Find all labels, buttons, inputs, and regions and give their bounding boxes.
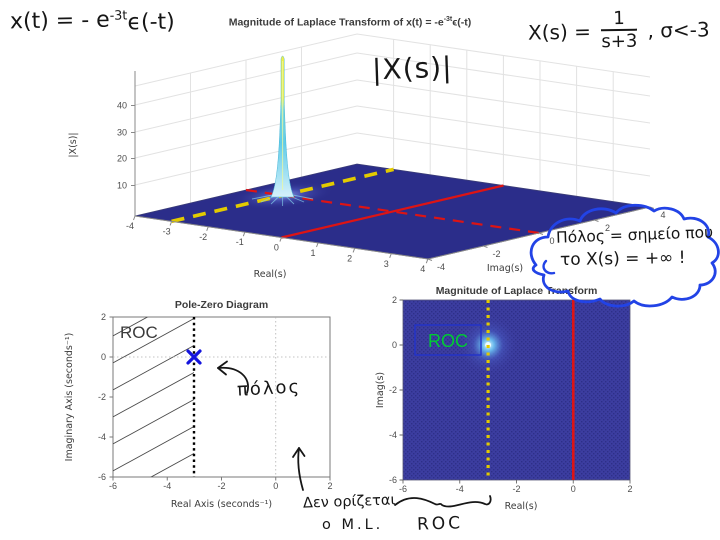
x-tick-label: -3	[163, 226, 171, 236]
pz-y-tick: -2	[98, 392, 106, 402]
surface-title-pre: Magnitude of Laplace Transform of x(t) =…	[228, 16, 444, 29]
xy-axes: -4 -3 -2 -1 0 1 2 3 4 -4 -2 0 2 4 Real(s…	[126, 206, 666, 280]
x-tick-label: 2	[347, 253, 352, 263]
z-tick-label: 10	[117, 181, 127, 191]
undefined-arrow	[292, 447, 306, 491]
hm-x-axis-label: Real(s)	[505, 501, 538, 512]
roc-brace-stroke	[394, 495, 492, 508]
y-tick-label: -4	[437, 262, 445, 272]
pole-spike	[251, 55, 314, 206]
formula-exponent: -3t	[109, 8, 128, 24]
imag-axis-line-3d	[281, 184, 504, 239]
laplace-heatmap-plot: Magnitude of Laplace Transform ROC -6 -4…	[375, 285, 633, 512]
hm-x-tick: -4	[456, 484, 464, 494]
x-tick-label: 3	[384, 259, 389, 269]
z-axis-label: |X(s)|	[68, 132, 79, 157]
roc-box	[414, 324, 482, 356]
pz-x-tick: -4	[163, 481, 171, 491]
surface-plot-title: Magnitude of Laplace Transform of x(t) =…	[175, 16, 525, 29]
hm-y-tick: 0	[392, 340, 397, 350]
roc-brace	[394, 495, 492, 508]
hm-x-tick: 2	[627, 484, 632, 494]
wall-grid	[134, 33, 651, 203]
x-tick-label: 4	[420, 264, 425, 274]
x-tick-label: -4	[126, 221, 134, 231]
pz-y-tick: -6	[98, 472, 106, 482]
surface-plot-3d: 10 20 30 40 |X(s)| -4 -3 -2 -1 0	[68, 33, 666, 280]
handwritten-magnitude-label: |X(s)|	[371, 50, 454, 87]
y-axis-label: Imag(s)	[487, 263, 523, 274]
undefined-note-line2: ο M.L.	[322, 517, 384, 533]
roc-hatching	[113, 317, 194, 477]
y-tick-label: -2	[492, 249, 500, 259]
hm-x-tick: -2	[512, 484, 520, 494]
x-axis-label: Real(s)	[254, 269, 287, 280]
pz-tick-marks	[109, 316, 331, 481]
pz-title: Pole-Zero Diagram	[175, 299, 268, 311]
pz-x-tick: -2	[217, 481, 225, 491]
undefined-note-line1: Δεν ορίζεται	[302, 492, 396, 512]
y-tick-label: 0	[549, 236, 554, 246]
heatmap-tick-marks	[399, 299, 631, 484]
pz-x-axis-label: Real Axis (seconds⁻¹)	[171, 499, 272, 510]
y-tick-label: 4	[660, 210, 665, 220]
pz-y-tick: 2	[101, 312, 106, 322]
pz-x-tick: -6	[109, 481, 117, 491]
hm-x-tick: -6	[399, 484, 407, 494]
cloud-annotation-outline	[529, 203, 720, 308]
surface-title-sup: -3t	[443, 16, 453, 23]
heatmap-title: Magnitude of Laplace Transform	[436, 285, 598, 297]
surface-title-post: ϵ(-t)	[452, 16, 472, 29]
heatmap-roc-label: ROC	[428, 331, 468, 351]
pz-y-axis-label: Imaginary Axis (seconds⁻¹)	[64, 333, 75, 462]
x-tick-label: -2	[199, 232, 207, 242]
pole-marker-x	[186, 349, 202, 365]
pole-zero-plot: Pole-Zero Diagram ROC -6 -4 -2 0 2 2 0 -…	[64, 299, 333, 510]
hm-x-tick: 0	[571, 484, 576, 494]
pz-x-tick: 2	[327, 481, 332, 491]
pz-y-tick: -4	[98, 432, 106, 442]
hm-y-axis-label: Imag(s)	[375, 372, 386, 408]
undefined-arrow-shaft	[297, 447, 304, 491]
hm-y-tick: 2	[392, 295, 397, 305]
z-tick-label: 20	[117, 154, 127, 164]
hm-y-tick: -2	[389, 385, 397, 395]
pole-arrow-head	[217, 360, 228, 376]
undefined-arrow-head	[292, 447, 306, 458]
x-tick-label: 1	[310, 248, 315, 258]
hm-y-tick: -4	[389, 430, 397, 440]
pz-y-tick: 0	[101, 352, 106, 362]
cloud-curl	[542, 259, 556, 275]
y-tick-label: 2	[605, 223, 610, 233]
cloud-stroke	[529, 203, 720, 308]
pole-arrow	[217, 360, 249, 394]
z-tick-label: 30	[117, 128, 127, 138]
x-tick-label: -1	[236, 237, 244, 247]
hm-y-tick: -6	[389, 475, 397, 485]
heatmap-field	[402, 299, 631, 481]
handwritten-roc-label: ROC	[416, 513, 464, 535]
handwritten-pole-label: πόλος	[236, 376, 302, 401]
pz-roc-label: ROC	[120, 323, 158, 342]
cloud-note-line2: το X(s) = +∞ !	[559, 247, 686, 271]
x-tick-label: 0	[274, 243, 279, 253]
z-tick-label: 40	[117, 101, 127, 111]
z-axis: 10 20 30 40 |X(s)|	[68, 71, 136, 216]
pole-arrow-shaft	[217, 366, 249, 394]
pz-x-tick: 0	[273, 481, 278, 491]
